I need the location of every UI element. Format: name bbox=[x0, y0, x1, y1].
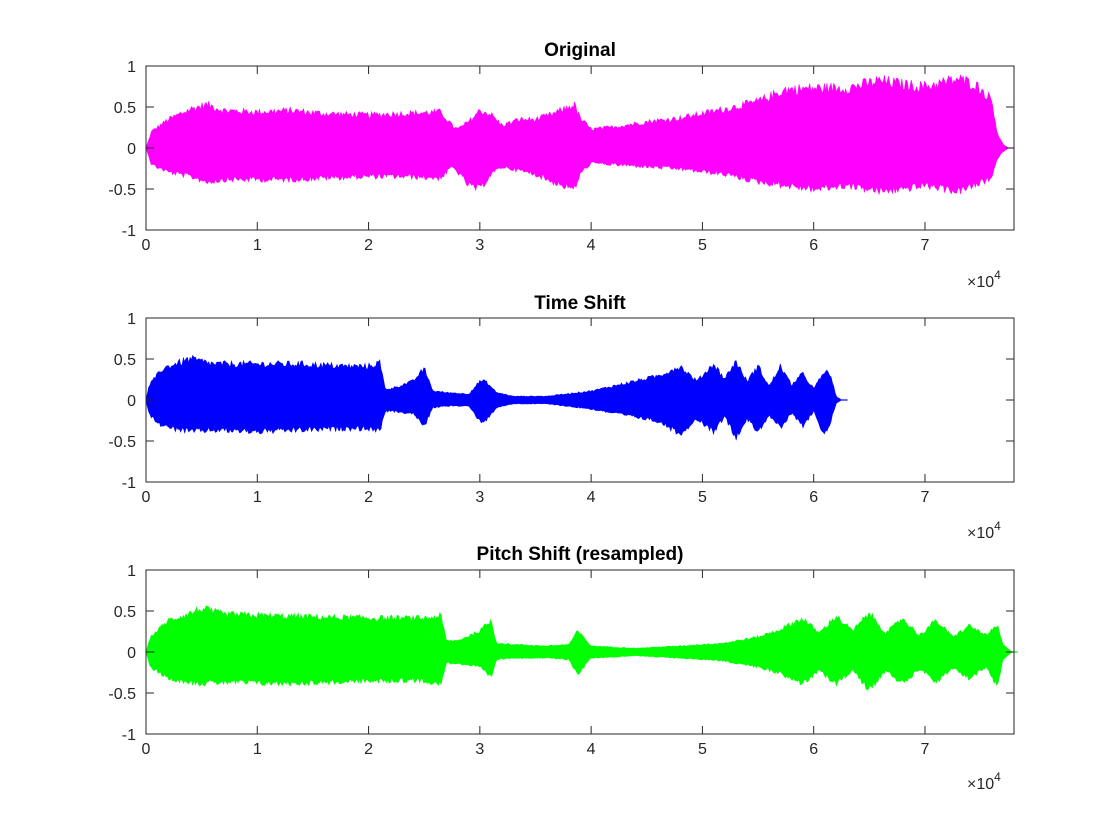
x-axis-multiplier: ×104 bbox=[967, 519, 1001, 542]
plot-area: 0 1 2 3 4 5 6 7 1 0.5 0 -0.5 -1 bbox=[108, 59, 1015, 254]
subplot-pitch-shift: Pitch Shift (resampled) 0 1 2 3 4 5 6 7 1 0.5 0 -0.… bbox=[108, 544, 1018, 793]
x-tick-label: 4 bbox=[587, 237, 596, 254]
x-tick-label: 2 bbox=[364, 237, 373, 254]
subplot-title: Pitch Shift (resampled) bbox=[477, 544, 684, 565]
x-tick-label: 0 bbox=[142, 489, 151, 506]
y-tick-label: 0 bbox=[127, 141, 136, 158]
subplot-title: Time Shift bbox=[534, 293, 626, 314]
y-tick-label: 1 bbox=[127, 563, 136, 580]
subplot-original: Original 0 1 2 3 4 5 6 7 1 0.5 0 -0.5 -1 ×104 bbox=[108, 40, 1015, 291]
x-tick-label: 6 bbox=[809, 489, 818, 506]
x-tick-label: 7 bbox=[921, 741, 930, 758]
y-tick-label: -0.5 bbox=[108, 182, 136, 199]
x-tick-label: 2 bbox=[364, 489, 373, 506]
x-tick-label: 7 bbox=[921, 489, 930, 506]
x-tick-label: 0 bbox=[142, 237, 151, 254]
x-tick-label: 2 bbox=[364, 741, 373, 758]
plot-area: 0 1 2 3 4 5 6 7 1 0.5 0 -0.5 -1 bbox=[108, 311, 1015, 506]
x-tick-label: 7 bbox=[921, 237, 930, 254]
plot-area: 0 1 2 3 4 5 6 7 1 0.5 0 -0.5 -1 bbox=[108, 563, 1018, 758]
x-axis-multiplier: ×104 bbox=[967, 770, 1001, 793]
x-tick-label: 3 bbox=[475, 741, 484, 758]
x-tick-label: 1 bbox=[253, 489, 262, 506]
x-tick-label: 5 bbox=[698, 741, 707, 758]
y-tick-label: -1 bbox=[122, 475, 136, 492]
y-tick-label: 0.5 bbox=[114, 604, 136, 621]
y-tick-label: 0 bbox=[127, 393, 136, 410]
subplot-time-shift: Time Shift 0 1 2 3 4 5 6 7 1 0.5 0 -0.5 -1 ×104 bbox=[108, 293, 1015, 542]
y-tick-label: 1 bbox=[127, 59, 136, 76]
x-tick-label: 3 bbox=[475, 237, 484, 254]
x-tick-label: 6 bbox=[809, 741, 818, 758]
x-tick-label: 4 bbox=[587, 489, 596, 506]
x-tick-label: 3 bbox=[475, 489, 484, 506]
y-tick-label: -0.5 bbox=[108, 434, 136, 451]
y-tick-label: 0.5 bbox=[114, 100, 136, 117]
y-tick-label: 0 bbox=[127, 645, 136, 662]
x-tick-label: 1 bbox=[253, 741, 262, 758]
x-tick-label: 4 bbox=[587, 741, 596, 758]
y-tick-label: -1 bbox=[122, 223, 136, 240]
y-tick-label: 1 bbox=[127, 311, 136, 328]
subplot-title: Original bbox=[544, 40, 616, 61]
x-tick-label: 6 bbox=[809, 237, 818, 254]
y-tick-label: -1 bbox=[122, 727, 136, 744]
x-tick-label: 0 bbox=[142, 741, 151, 758]
x-tick-label: 5 bbox=[698, 237, 707, 254]
x-tick-label: 5 bbox=[698, 489, 707, 506]
y-tick-label: 0.5 bbox=[114, 352, 136, 369]
x-axis-multiplier: ×104 bbox=[967, 268, 1001, 291]
x-tick-label: 1 bbox=[253, 237, 262, 254]
y-tick-label: -0.5 bbox=[108, 686, 136, 703]
